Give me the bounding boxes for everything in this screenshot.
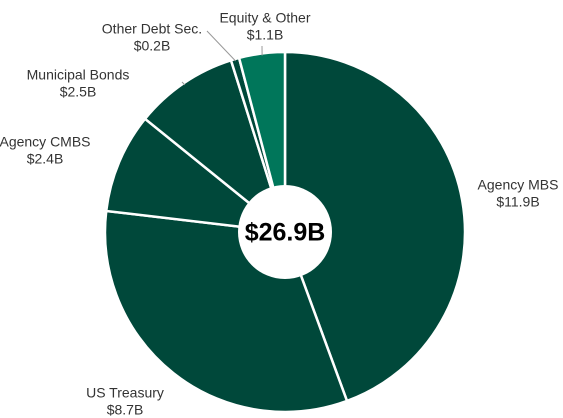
center-label: $26.9B	[245, 219, 326, 247]
slice-label: Agency CMBS	[0, 134, 91, 150]
value-label: $2.5B	[60, 84, 97, 100]
value-label: $11.9B	[496, 194, 539, 210]
slice-label: Equity & Other	[219, 10, 310, 26]
slice-label: Other Debt Sec.	[102, 21, 202, 37]
value-label: $0.2B	[134, 38, 171, 54]
leader-line	[206, 30, 236, 62]
slice-label: US Treasury	[86, 385, 164, 401]
slice	[104, 117, 290, 234]
slice-label: Agency MBS	[478, 177, 559, 193]
value-label: $8.7B	[107, 402, 144, 418]
slice	[283, 50, 467, 403]
value-label: $2.4B	[27, 151, 64, 167]
value-label: $1.1B	[247, 27, 284, 43]
donut-hole	[238, 185, 332, 279]
leader-line	[181, 81, 186, 86]
slice-label: Municipal Bonds	[27, 67, 130, 83]
